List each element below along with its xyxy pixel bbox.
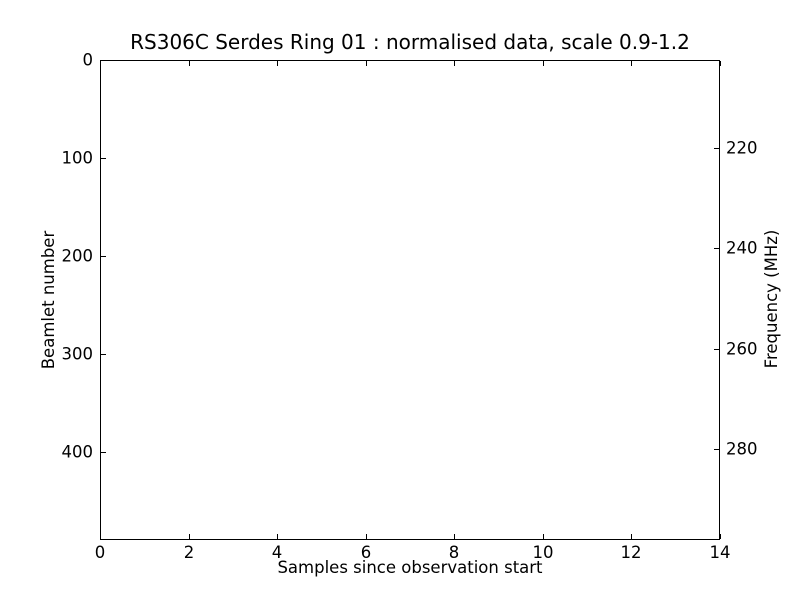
y-left-tick-mark: [101, 60, 106, 61]
y-right-tick-label: 220: [726, 138, 758, 158]
x-tick-mark: [720, 61, 721, 66]
x-tick-mark: [277, 534, 278, 539]
y-left-tick-label: 200: [61, 246, 94, 266]
x-tick-label: 0: [94, 543, 106, 562]
x-tick-mark: [366, 534, 367, 539]
y-axis-label-left: Beamlet number: [39, 230, 58, 370]
x-tick-mark: [100, 61, 101, 66]
x-tick-label: 10: [532, 543, 554, 562]
y-right-tick-mark: [714, 449, 719, 450]
x-tick-mark: [543, 61, 544, 66]
y-axis-label-right: Frequency (MHz): [762, 229, 781, 369]
y-left-tick-label: 400: [61, 442, 94, 462]
x-tick-label: 4: [271, 543, 283, 562]
y-right-tick-mark: [714, 248, 719, 249]
x-tick-mark: [189, 61, 190, 66]
x-tick-mark: [631, 61, 632, 66]
chart-title: RS306C Serdes Ring 01 : normalised data,…: [130, 30, 690, 54]
y-right-tick-mark: [714, 349, 719, 350]
y-right-tick-label: 260: [726, 339, 758, 359]
x-tick-mark: [454, 61, 455, 66]
plot-area: [100, 60, 720, 540]
y-right-tick-mark: [714, 148, 719, 149]
x-tick-mark: [631, 534, 632, 539]
x-tick-mark: [720, 534, 721, 539]
x-axis-label: Samples since observation start: [277, 558, 543, 577]
x-tick-mark: [454, 534, 455, 539]
x-tick-label: 14: [709, 543, 731, 562]
x-tick-label: 2: [183, 543, 195, 562]
x-tick-mark: [277, 61, 278, 66]
y-left-tick-mark: [101, 256, 106, 257]
x-tick-mark: [366, 61, 367, 66]
x-tick-mark: [189, 534, 190, 539]
y-left-tick-mark: [101, 158, 106, 159]
x-tick-mark: [100, 534, 101, 539]
y-left-tick-label: 100: [61, 148, 94, 168]
y-left-tick-label: 0: [82, 50, 94, 70]
y-left-tick-label: 300: [61, 344, 94, 364]
y-left-tick-mark: [101, 452, 106, 453]
x-tick-label: 12: [620, 543, 642, 562]
y-left-tick-mark: [101, 354, 106, 355]
x-tick-mark: [543, 534, 544, 539]
y-right-tick-label: 240: [726, 238, 758, 258]
x-tick-label: 8: [448, 543, 460, 562]
x-tick-label: 6: [360, 543, 372, 562]
y-right-tick-label: 280: [726, 439, 758, 459]
